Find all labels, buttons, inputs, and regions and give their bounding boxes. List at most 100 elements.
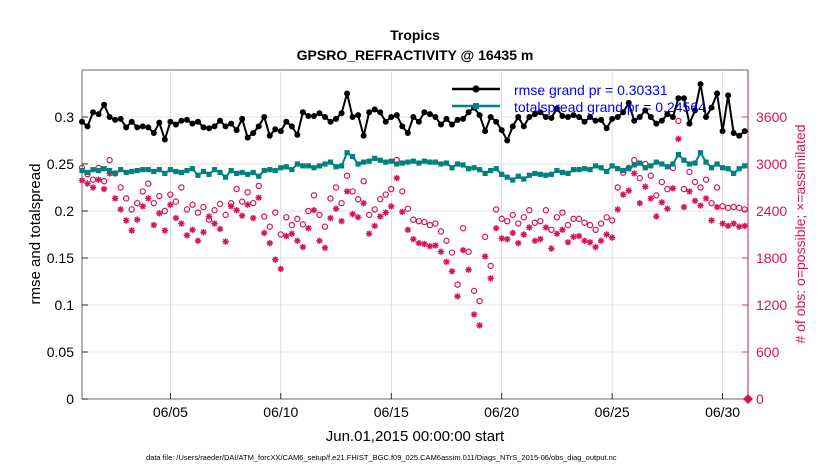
obs-assimilated-marker [437,248,445,255]
obs-possible-marker [614,184,621,191]
totalspread-marker [725,166,731,172]
obs-possible-marker [233,185,240,193]
y-right-tick-label: 3000 [756,156,787,172]
totalspread-marker [399,160,405,166]
rmse-marker [548,114,555,121]
rmse-marker [106,114,113,120]
obs-assimilated-marker [216,225,224,233]
obs-possible-marker [487,262,494,270]
totalspread-marker [305,163,312,169]
obs-assimilated-marker [261,229,268,237]
rmse-marker [261,114,268,120]
totalspread-marker [140,167,146,173]
obs-assimilated-marker [382,209,389,216]
obs-assimilated-marker [371,222,378,230]
totalspread-marker [361,159,367,165]
totalspread-marker [289,167,295,173]
totalspread-marker [615,166,621,172]
totalspread-marker [504,174,510,180]
rmse-marker [327,118,334,125]
obs-possible-marker [713,184,721,191]
obs-assimilated-marker [310,207,318,214]
totalspread-marker [322,161,328,167]
obs-possible-marker [675,117,682,125]
obs-possible-marker [172,198,180,205]
totalspread-marker [443,160,450,166]
totalspread-marker [173,168,179,175]
rmse-marker [559,113,566,120]
totalspread-marker [576,167,582,173]
obs-assimilated-marker [608,234,616,241]
rmse-marker [725,92,732,99]
x-tick-label: 06/25 [595,404,630,420]
obs-possible-marker [564,221,572,229]
obs-possible-marker [509,211,516,219]
rmse-marker [310,113,317,120]
totalspread-marker [731,170,737,176]
obs-possible-marker [592,226,599,233]
totalspread-marker [245,171,251,177]
obs-assimilated-marker [288,230,296,237]
obs-assimilated-marker [95,176,102,183]
obs-assimilated-marker [327,214,334,222]
rmse-marker [172,121,179,128]
rmse-marker [515,114,522,120]
obs-possible-marker [338,199,345,207]
totalspread-marker [482,170,488,176]
rmse-marker [161,136,168,143]
obs-possible-marker [310,192,318,199]
totalspread-marker [311,165,317,171]
rmse-marker [426,111,433,118]
chart-title: Tropics [390,27,440,43]
obs-assimilated-marker [106,170,113,177]
obs-assimilated-marker [299,243,307,251]
obs-assimilated-marker [399,208,406,215]
rmse-marker [576,114,583,120]
rmse-marker [90,109,97,116]
totalspread-marker [686,161,693,167]
rmse-marker [404,129,411,136]
obs-assimilated-marker [520,231,527,238]
obs-assimilated-marker [603,231,610,238]
obs-possible-marker [183,206,191,213]
rmse-marker [703,114,710,120]
rmse-marker [399,123,406,130]
y-axis-label-right: # of obs: o=possible; ×=assimilated [792,124,808,343]
obs-assimilated-marker [680,203,688,211]
obs-possible-marker [448,249,456,256]
rmse-marker [631,117,638,124]
obs-assimilated-marker [393,174,400,182]
totalspread-marker [427,159,433,165]
obs-possible-marker [575,215,583,223]
rmse-marker [189,120,196,127]
obs-assimilated-marker [410,236,417,243]
right-axis-origin-marker [743,394,753,404]
totalspread-marker [283,164,289,170]
rmse-marker [333,115,340,122]
obs-possible-marker [128,206,135,213]
rmse-marker [250,129,257,136]
x-axis-label: Jun.01,2015 00:00:00 start [326,428,505,445]
rmse-marker [178,117,185,124]
rmse-marker [653,120,660,127]
obs-assimilated-marker [365,230,373,237]
obs-assimilated-marker [421,240,428,248]
totalspread-marker [604,168,610,175]
x-tick-label: 06/15 [374,404,409,420]
totalspread-marker [355,161,361,167]
obs-possible-marker [432,220,439,227]
rmse-marker [647,114,654,120]
rmse-marker [636,114,643,120]
totalspread-marker [239,169,245,176]
obs-assimilated-marker [244,201,251,208]
obs-assimilated-marker [294,237,301,244]
obs-possible-marker [360,178,367,185]
rmse-marker [123,124,130,131]
totalspread-marker [703,159,709,165]
obs-possible-marker [653,192,660,199]
obs-assimilated-marker [349,210,356,218]
obs-assimilated-marker [575,232,583,240]
rmse-marker [741,128,748,135]
obs-assimilated-marker [426,243,434,250]
totalspread-marker [366,158,372,164]
